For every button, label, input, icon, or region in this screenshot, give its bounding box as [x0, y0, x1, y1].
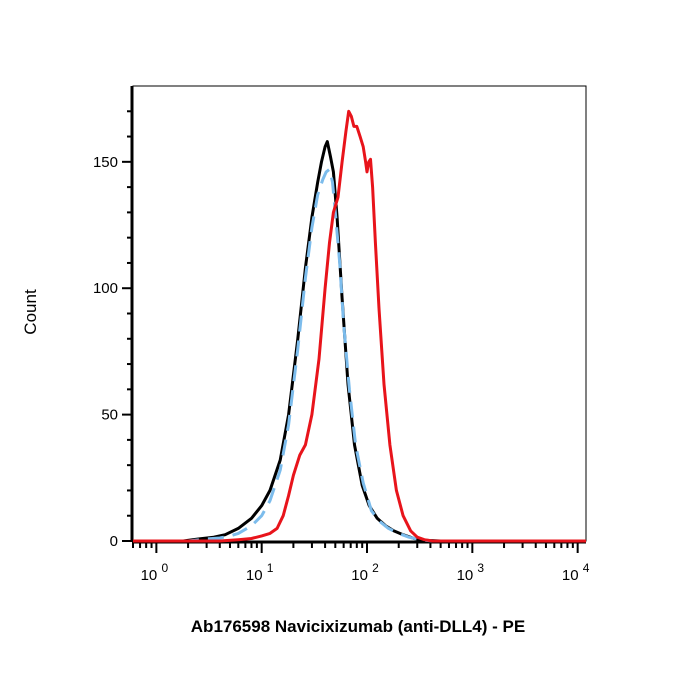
x-axis-title: Ab176598 Navicixizumab (anti-DLL4) - PE [191, 617, 525, 636]
y-axis-ticks: 0 50 100 150 [93, 86, 134, 550]
x-tick-label: 10 4 [562, 561, 590, 584]
x-tick-label: 10 1 [246, 561, 274, 584]
series-line-blue-dashed [133, 167, 586, 543]
x-tick-label: 10 3 [457, 561, 485, 584]
y-tick-label: 50 [101, 407, 118, 424]
y-axis-title: Count [21, 289, 40, 335]
x-tick-label: 10 2 [351, 561, 379, 584]
y-tick-label: 150 [93, 154, 118, 171]
series-line-red [133, 109, 586, 543]
x-tick-label: 10 0 [141, 561, 169, 584]
series-layer [133, 109, 586, 543]
y-tick-label: 100 [93, 280, 118, 297]
y-tick-label: 0 [110, 533, 118, 550]
